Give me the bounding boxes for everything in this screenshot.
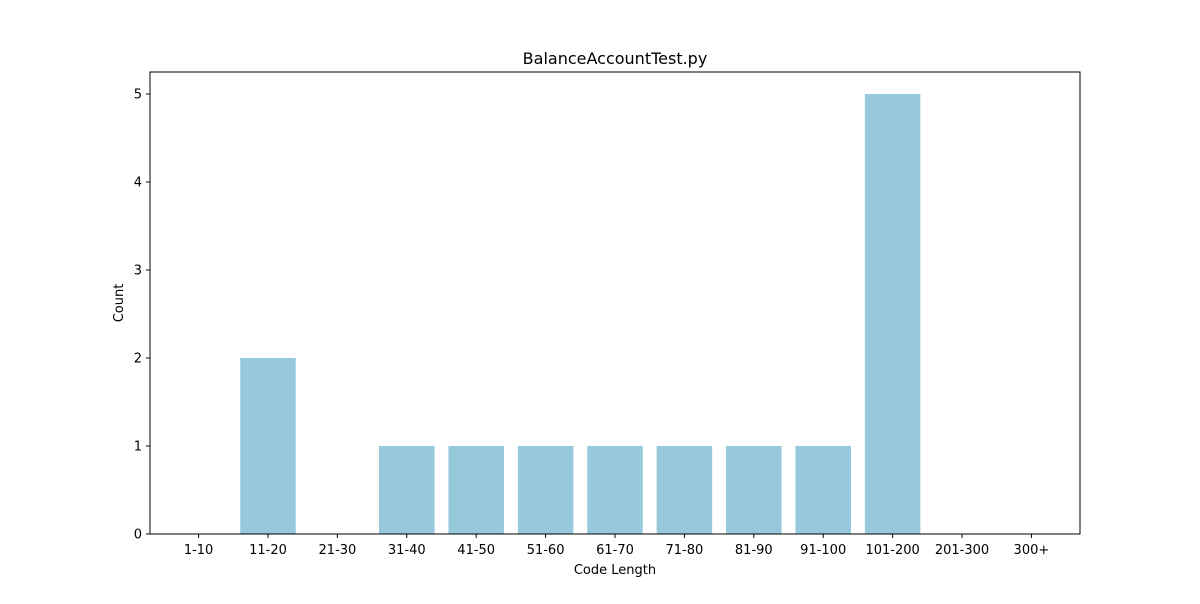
y-axis-label: Count [112,284,127,323]
x-tick-label: 91-100 [800,543,846,558]
y-tick-label: 0 [134,528,142,543]
y-tick-label: 5 [134,88,142,103]
bar-51-60 [517,446,574,534]
y-tick-label: 2 [134,352,142,367]
bar-61-70 [587,446,643,534]
y-tick-label: 3 [134,264,142,279]
x-tick-label: 71-80 [666,543,704,558]
x-tick-label: 41-50 [457,543,495,558]
bar-101-200 [864,94,921,534]
bar-71-80 [656,446,713,534]
chart-title: BalanceAccountTest.py [523,49,708,68]
x-tick-label: 81-90 [735,543,773,558]
x-tick-label: 1-10 [184,543,214,558]
y-axis-ticks: 0 1 2 3 4 5 [134,88,150,543]
bar-41-50 [448,446,504,534]
x-axis-label: Code Length [574,563,656,578]
x-tick-label: 31-40 [388,543,426,558]
x-tick-label: 101-200 [865,543,919,558]
x-axis-ticks: 1-10 11-20 21-30 31-40 41-50 51-60 61-70 71-80 8… [184,534,1049,558]
bar-81-90 [726,446,782,534]
y-tick-label: 4 [134,176,142,191]
x-tick-label: 11-20 [249,543,287,558]
x-tick-label: 51-60 [527,543,565,558]
x-tick-label: 300+ [1014,543,1050,558]
y-tick-label: 1 [134,440,142,455]
bars-layer [240,94,921,534]
bar-11-20 [240,358,296,534]
bar-31-40 [379,446,435,534]
x-tick-label: 61-70 [596,543,634,558]
x-tick-label: 21-30 [318,543,356,558]
bar-91-100 [795,446,851,534]
x-tick-label: 201-300 [935,543,989,558]
